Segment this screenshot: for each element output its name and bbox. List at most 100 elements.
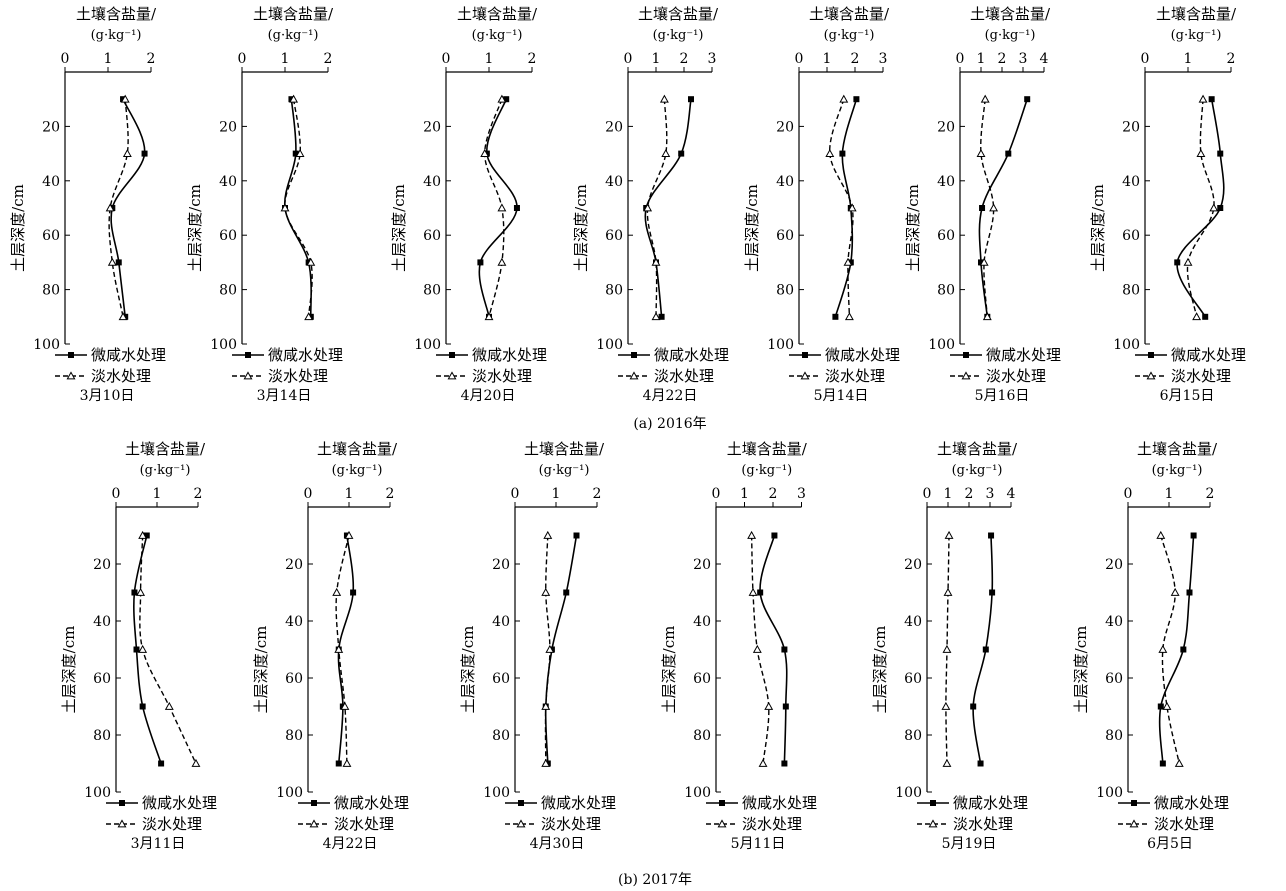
y-tick-label: 60 [693, 671, 711, 687]
y-tick-label: 20 [93, 557, 111, 573]
y-axis-label: 土层深度/cm [660, 626, 678, 714]
y-tick-label: 40 [693, 614, 711, 630]
legend-label-saline: 微咸水处理 [1171, 346, 1246, 364]
legend-label-fresh: 淡水处理 [268, 367, 328, 385]
marker-triangle [764, 701, 774, 710]
y-tick-label: 40 [1122, 174, 1140, 190]
x-tick-label: 2 [680, 51, 689, 67]
y-tick-label: 100 [684, 785, 711, 801]
marker-square [853, 96, 860, 103]
series-line-saline [972, 535, 994, 764]
panel-date-label: 4月22日 [323, 836, 378, 852]
x-axis-unit: (g·kg⁻¹) [539, 463, 590, 478]
marker-triangle [191, 758, 201, 767]
legend-label-saline: 微咸水处理 [268, 346, 343, 364]
x-axis-unit: (g·kg⁻¹) [332, 463, 383, 478]
marker-triangle [748, 587, 758, 596]
y-tick-label: 40 [93, 614, 111, 630]
marker-square [292, 150, 299, 157]
marker-triangle [758, 758, 768, 767]
chart-panels: 土壤含盐量/(g·kg⁻¹)0 1 220406080100土层深度/cm微咸水处理… [9, 5, 1246, 852]
x-tick-label: 2 [998, 51, 1007, 67]
panel-2016-2: 土壤含盐量/ (g·kg⁻¹) 0 1 2 20 40 60 80 100 土层深度/cm 微咸水处理… [390, 5, 547, 404]
marker-triangle [497, 203, 507, 212]
panel-2016-4: 土壤含盐量/ (g·kg⁻¹) 0 1 2 3 20 40 60 80 100 土层深度/cm 微咸水处… [743, 5, 900, 404]
legend-label-fresh: 淡水处理 [1171, 367, 1231, 385]
x-tick-label: 2 [593, 486, 602, 502]
marker-square [563, 589, 570, 596]
y-tick-label: 100 [33, 337, 60, 353]
x-tick-label: 0 [923, 486, 932, 502]
y-axis-label: 土层深度/cm [871, 626, 889, 714]
marker-triangle [138, 530, 148, 539]
series-line-saline [284, 99, 312, 317]
marker-square [989, 589, 996, 596]
marker-triangle [942, 644, 952, 653]
marker-triangle [1162, 701, 1172, 710]
legend-label-fresh: 淡水处理 [541, 815, 601, 833]
y-tick-label: 100 [596, 337, 623, 353]
marker-square [513, 205, 520, 211]
y-tick-label: 100 [895, 785, 922, 801]
marker-triangle [747, 530, 757, 539]
x-axis-label: 土壤含盐量/ [253, 5, 334, 23]
marker-square [115, 259, 122, 266]
marker-square [832, 313, 839, 320]
marker-square [1174, 259, 1181, 266]
marker-square [781, 646, 788, 653]
x-tick-label: 0 [1141, 51, 1150, 67]
marker-triangle [1156, 530, 1166, 539]
y-tick-label: 40 [937, 174, 955, 190]
x-axis-label: 土壤含盐量/ [638, 5, 719, 23]
y-tick-label: 80 [492, 728, 510, 744]
x-tick-label: 1 [977, 51, 986, 67]
y-axis-label: 土层深度/cm [572, 184, 590, 272]
x-tick-label: 0 [511, 486, 520, 502]
x-tick-label: 1 [552, 486, 561, 502]
x-tick-label: 1 [104, 51, 113, 67]
marker-square [839, 150, 846, 157]
x-tick-label: 2 [1227, 51, 1236, 67]
x-tick-label: 2 [851, 51, 860, 67]
legend-label-saline: 微咸水处理 [654, 346, 729, 364]
marker-triangle [839, 94, 849, 103]
y-axis-label: 土层深度/cm [186, 184, 204, 272]
y-tick-label: 80 [1105, 728, 1123, 744]
marker-triangle [295, 148, 305, 157]
legend-label-fresh: 淡水处理 [91, 367, 151, 385]
marker-square [1024, 96, 1031, 103]
x-tick-label: 0 [238, 51, 247, 67]
y-tick-label: 100 [414, 337, 441, 353]
legend-marker-square [449, 352, 455, 358]
y-tick-label: 40 [492, 614, 510, 630]
marker-triangle [280, 203, 290, 212]
x-tick-label: 0 [442, 51, 451, 67]
panel-date-label: 6月15日 [1160, 388, 1215, 404]
x-axis-unit: (g·kg⁻¹) [472, 28, 523, 43]
legend-label-saline: 微咸水处理 [334, 794, 409, 812]
marker-triangle [1174, 758, 1184, 767]
panel-2017-3: 土壤含盐量/ (g·kg⁻¹) 0 1 2 3 20 40 60 80 100 土层深度/cm 微咸水处… [660, 440, 817, 852]
y-axis-label: 土层深度/cm [1072, 626, 1090, 714]
legend-marker-square [311, 800, 317, 806]
y-axis-label: 土层深度/cm [1089, 184, 1107, 272]
marker-triangle [497, 257, 507, 266]
legend-marker-square [963, 352, 969, 358]
marker-square [982, 646, 989, 653]
marker-square [141, 150, 148, 157]
panel-2017-2: 土壤含盐量/ (g·kg⁻¹) 0 1 2 20 40 60 80 100 土层深度/cm 微咸水处理… [459, 440, 616, 852]
y-tick-label: 40 [423, 174, 441, 190]
marker-triangle [659, 94, 669, 103]
y-tick-label: 20 [904, 557, 922, 573]
panel-date-label: 5月14日 [814, 388, 869, 404]
y-axis-label: 土层深度/cm [60, 626, 78, 714]
legend-label-saline: 微咸水处理 [953, 794, 1028, 812]
y-tick-label: 20 [1105, 557, 1123, 573]
marker-triangle [651, 312, 661, 321]
y-tick-label: 80 [1122, 283, 1140, 299]
legend-marker-triangle [447, 371, 457, 380]
x-tick-label: 1 [153, 486, 162, 502]
y-tick-label: 60 [1122, 228, 1140, 244]
legend-label-fresh: 淡水处理 [334, 815, 394, 833]
